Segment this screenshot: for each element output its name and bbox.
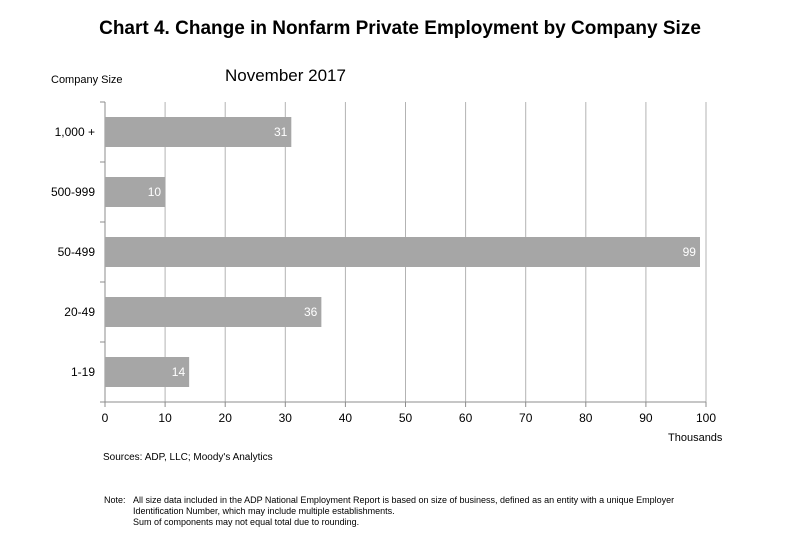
note-label: Note: <box>104 495 126 505</box>
y-category-label: 1,000 + <box>55 125 95 139</box>
x-tick-label: 30 <box>279 411 293 425</box>
bar <box>105 297 322 327</box>
footnote: Note: All size data included in the ADP … <box>104 495 714 528</box>
bar <box>105 357 190 387</box>
x-tick-label: 20 <box>219 411 233 425</box>
chart-title: Chart 4. Change in Nonfarm Private Emplo… <box>99 18 701 39</box>
note-line: All size data included in the ADP Nation… <box>133 495 675 505</box>
x-tick-label: 70 <box>519 411 533 425</box>
x-tick-label: 80 <box>579 411 593 425</box>
x-tick-label: 100 <box>696 411 716 425</box>
y-category-label: 50-499 <box>58 245 96 259</box>
bar <box>105 117 292 147</box>
bar <box>105 177 166 207</box>
bar-data-label: 36 <box>304 305 318 319</box>
note-line: Sum of components may not equal total du… <box>133 517 360 527</box>
sources-text: Sources: ADP, LLC; Moody's Analytics <box>103 452 273 463</box>
bar-data-label: 10 <box>148 185 162 199</box>
y-category-label: 500-999 <box>51 185 95 199</box>
note-line: Identification Number, which may include… <box>133 506 395 516</box>
x-axis-units: Thousands <box>668 432 723 444</box>
x-tick-label: 60 <box>459 411 473 425</box>
x-tick-label: 40 <box>339 411 353 425</box>
x-tick-label: 90 <box>639 411 653 425</box>
y-category-label: 1-19 <box>71 365 95 379</box>
bar <box>105 237 700 267</box>
x-tick-label: 50 <box>399 411 413 425</box>
y-axis-title: Company Size <box>51 74 123 86</box>
bar-data-label: 14 <box>172 365 186 379</box>
bar-data-label: 99 <box>683 245 697 259</box>
bar-data-label: 31 <box>274 125 288 139</box>
y-category-label: 20-49 <box>64 305 95 319</box>
chart-subtitle: November 2017 <box>225 66 346 85</box>
x-tick-label: 10 <box>158 411 172 425</box>
x-tick-label: 0 <box>102 411 109 425</box>
